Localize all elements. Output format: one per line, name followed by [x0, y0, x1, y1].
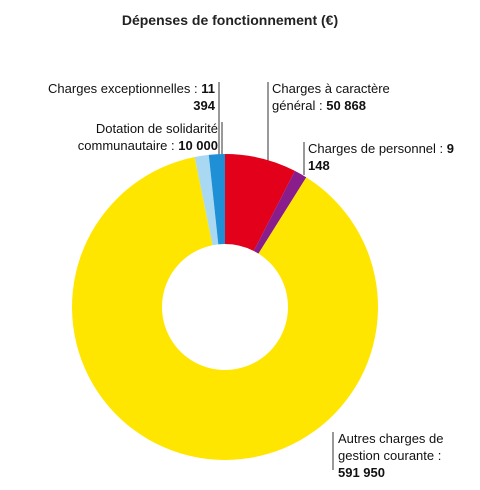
donut-slice [208, 154, 225, 245]
category: Charges à caractère général : [272, 81, 390, 113]
value-label: 11 394 [193, 81, 215, 113]
donut [72, 154, 379, 461]
category: Charges de personnel : [308, 141, 444, 156]
category: Dotation de solidarité communautaire : [77, 121, 218, 153]
donut-slice [194, 154, 219, 246]
slice-label: Charges de personnel : 9 148 [308, 140, 468, 174]
donut-slice [72, 157, 379, 461]
donut-slice [253, 170, 307, 254]
leader-lines [218, 82, 334, 470]
slice-label: Charges à caractère général : 50 868 [272, 80, 412, 114]
value-label: 591 950 [338, 465, 385, 480]
slice-label: Autres charges de gestion courante : 591… [338, 430, 463, 481]
donut-slice [225, 154, 295, 251]
slice-label: Charges exceptionnelles : 11 394 [40, 80, 215, 114]
slice-label: Dotation de solidarité communautaire : 1… [58, 120, 218, 154]
category: Autres charges de gestion courante : [338, 431, 444, 463]
value-label: 9 148 [308, 141, 455, 173]
chart-title: Dépenses de fonctionnement (€) [121, 12, 339, 28]
value-label: 10 000 [178, 138, 218, 153]
value-label: 50 868 [326, 98, 366, 113]
category: Charges exceptionnelles : [48, 81, 198, 96]
